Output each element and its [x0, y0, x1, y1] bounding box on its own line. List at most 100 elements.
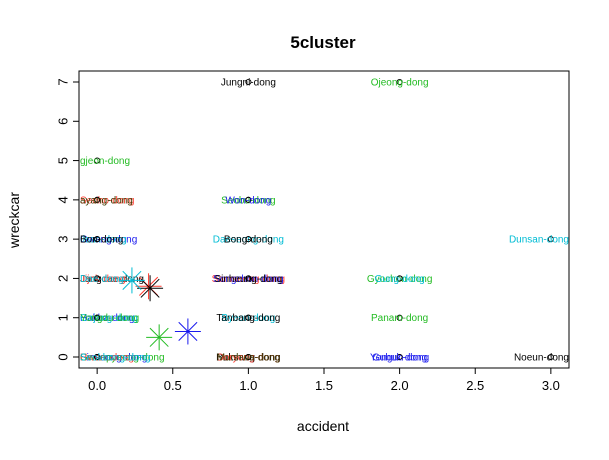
point-label: Hakha-dong — [80, 313, 134, 324]
data-point: gjeon-dong — [80, 156, 130, 167]
point-label: Ojeong-dong — [371, 78, 429, 89]
point-label: Jijok-dong — [80, 274, 126, 285]
point-marker — [94, 236, 101, 243]
point-label: Bon-dong — [80, 235, 123, 246]
data-point: Gubuk-dong — [372, 353, 427, 364]
point-label: Gwang-dong — [80, 235, 137, 246]
x-tick-label: 2.0 — [391, 378, 409, 393]
cluster-center-star — [137, 275, 164, 302]
y-tick-label: 2 — [55, 275, 70, 282]
data-point: Yongdu-dong — [80, 313, 139, 324]
point-marker — [94, 275, 101, 282]
point-label: Yongun-dong — [370, 353, 429, 364]
point-label: Jungni-dong — [221, 78, 276, 89]
point-marker — [547, 236, 554, 243]
point-label: Munhwa-dong — [217, 353, 280, 364]
point-label: Seobu-dong — [221, 195, 276, 206]
data-point: Ojeong-dong — [371, 78, 429, 89]
x-axis-label: accident — [297, 418, 349, 434]
point-label: Seoho-dong — [80, 195, 135, 206]
data-point: Tanbang-dong — [216, 313, 280, 324]
cluster-center-star — [174, 318, 201, 345]
point-marker — [547, 353, 554, 361]
x-tick-label: 3.0 — [542, 378, 560, 393]
point-marker — [245, 236, 252, 243]
star-stroke — [149, 327, 169, 347]
y-tick-label: 4 — [55, 196, 70, 203]
point-marker — [396, 275, 403, 282]
data-point: Seokbong-dong — [80, 353, 151, 364]
data-point: Bong-dong — [224, 235, 273, 246]
point-label: Daeseong-dong — [213, 235, 284, 246]
x-tick-label: 1.5 — [315, 378, 333, 393]
y-axis-label: wreckcar — [6, 192, 22, 249]
point-label: Gwanpyeong-dong — [80, 353, 165, 364]
point-marker — [245, 196, 252, 203]
data-point: Dae-dong — [80, 274, 124, 285]
point-label: Gung-dong — [375, 274, 425, 285]
point-marker — [94, 353, 101, 361]
data-points: Jungni-dong Ojeong-dong gjeon-dong Seoho-do… — [80, 78, 569, 364]
point-marker — [94, 314, 101, 321]
chart-title: 5cluster — [290, 33, 356, 52]
point-label: Dae-dong — [80, 274, 124, 285]
y-tick-label: 0 — [55, 353, 70, 360]
point-label: Samseong-dong — [212, 274, 285, 285]
point-label: Gubuk-dong — [372, 353, 427, 364]
y-tick-label: 7 — [55, 78, 70, 85]
cluster-center-star — [146, 324, 173, 351]
point-label: Yongdu-dong — [80, 313, 139, 324]
point-label: Songchon-dong — [213, 274, 284, 285]
point-marker — [94, 157, 101, 164]
data-point: Bon-dong — [80, 235, 123, 246]
point-marker — [396, 314, 403, 321]
plot-frame — [78, 70, 570, 369]
point-label: gjeon-dong — [80, 156, 130, 167]
point-marker — [396, 78, 403, 86]
x-tick-label: 2.5 — [466, 378, 484, 393]
point-marker — [245, 314, 252, 321]
data-point: Panam-dong — [371, 313, 428, 324]
point-label: Bong-dong — [224, 235, 273, 246]
point-marker — [245, 78, 252, 86]
point-label: Hwam-dong — [80, 353, 134, 364]
point-label: Dunsan-dong — [509, 235, 569, 246]
point-label: Gyochon-dong — [367, 274, 433, 285]
data-point: Sinheung-dong — [214, 274, 282, 285]
data-point: ayang-dong — [80, 195, 133, 206]
x-tick-label: 0.5 — [164, 378, 182, 393]
point-label: Tanbang-dong — [216, 313, 280, 324]
y-tick-label: 1 — [55, 314, 70, 321]
data-point: Noeun-dong — [514, 353, 569, 364]
point-label: Gajang-dong — [80, 313, 138, 324]
cluster-center-star — [118, 267, 145, 294]
star-stroke — [178, 321, 198, 342]
y-tick-label: 6 — [55, 118, 70, 125]
point-label: Doryong-dong — [217, 353, 280, 364]
x-tick-label: 0.0 — [88, 378, 106, 393]
data-point: Won-dong — [225, 195, 271, 206]
x-tick-label: 1.0 — [239, 378, 257, 393]
y-tick-label: 5 — [55, 157, 70, 164]
y-axis: 0 1 2 3 4 5 6 7 — [55, 78, 80, 361]
y-tick-label: 3 — [55, 236, 70, 243]
point-label: Won-dong — [225, 195, 271, 206]
point-label: Sinheung-dong — [214, 274, 282, 285]
point-label: Buksang-dong — [216, 353, 281, 364]
point-label: Jangdae-dong — [80, 274, 144, 285]
data-point: Munhwa-dong — [217, 353, 280, 364]
point-label: Ilsan-dong — [80, 235, 127, 246]
data-point: Jungni-dong — [221, 78, 276, 89]
point-marker — [396, 353, 403, 361]
point-marker — [94, 196, 101, 203]
cluster-centers — [118, 267, 201, 351]
point-label: Sinseong-dong — [80, 353, 147, 364]
point-marker — [245, 353, 252, 361]
point-label: Byeon-dong — [221, 313, 275, 324]
point-label: Noeun-dong — [514, 353, 569, 364]
point-marker — [245, 275, 252, 282]
data-point: Gung-dong — [375, 274, 425, 285]
star-stroke — [140, 278, 160, 298]
